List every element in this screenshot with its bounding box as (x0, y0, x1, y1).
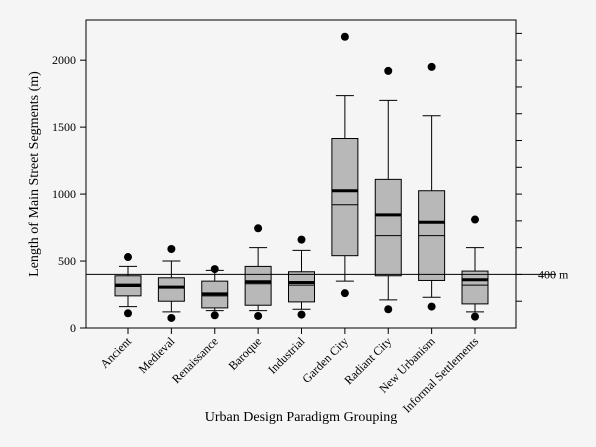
y-tick-label: 0 (70, 321, 76, 335)
x-tick-label: Industrial (265, 334, 308, 377)
box-radiant-city (374, 66, 402, 314)
iqr-box (157, 277, 185, 302)
boxes-group (114, 32, 489, 322)
outlier-point (210, 265, 219, 274)
box-medieval (157, 244, 185, 322)
y-tick-label: 1500 (52, 120, 76, 134)
outlier-point (340, 289, 349, 298)
x-tick-label: Baroque (226, 334, 265, 373)
outlier-point (384, 66, 393, 75)
y-tick-label: 1000 (52, 187, 76, 201)
box-baroque (244, 224, 272, 320)
iqr-box (288, 271, 315, 303)
box-new-urbanism (418, 62, 446, 311)
y-tick-label: 2000 (52, 53, 76, 67)
iqr-box (331, 138, 359, 257)
x-axis-title: Urban Design Paradigm Grouping (205, 410, 397, 425)
iqr-box (244, 265, 272, 306)
reference-line-group: 400 m (86, 267, 569, 281)
outlier-point (254, 311, 263, 320)
outlier-point (167, 244, 176, 253)
outlier-point (427, 302, 436, 311)
outlier-point (210, 311, 219, 320)
reference-line-label: 400 m (538, 267, 569, 281)
outlier-point (297, 235, 306, 244)
y-tick-label: 500 (58, 254, 76, 268)
outlier-point (254, 224, 263, 233)
box-garden-city (331, 32, 359, 298)
x-tick-label: Medieval (136, 334, 178, 376)
right-axis (516, 32, 522, 302)
x-tick-label: Ancient (97, 334, 134, 371)
x-tick-label: Informal Settlements (400, 334, 482, 416)
outlier-point (471, 215, 479, 224)
box-informal-settlements (461, 215, 489, 321)
iqr-box (374, 178, 402, 277)
box-renaissance (201, 265, 229, 320)
outlier-point (471, 312, 479, 321)
outlier-point (124, 253, 132, 262)
outlier-point (124, 309, 132, 318)
iqr-box (461, 270, 489, 305)
box-ancient (114, 253, 142, 318)
outlier-point (427, 62, 436, 71)
outlier-point (340, 32, 349, 41)
y-axis-title: Length of Main Street Segments (m) (27, 71, 42, 277)
x-tick-label: Renaissance (169, 334, 221, 386)
y-axis: 0 500 1000 1500 2000 (52, 53, 86, 335)
outlier-point (167, 313, 176, 322)
box-industrial (288, 235, 315, 319)
outlier-point (297, 310, 306, 319)
outlier-point (384, 305, 393, 314)
